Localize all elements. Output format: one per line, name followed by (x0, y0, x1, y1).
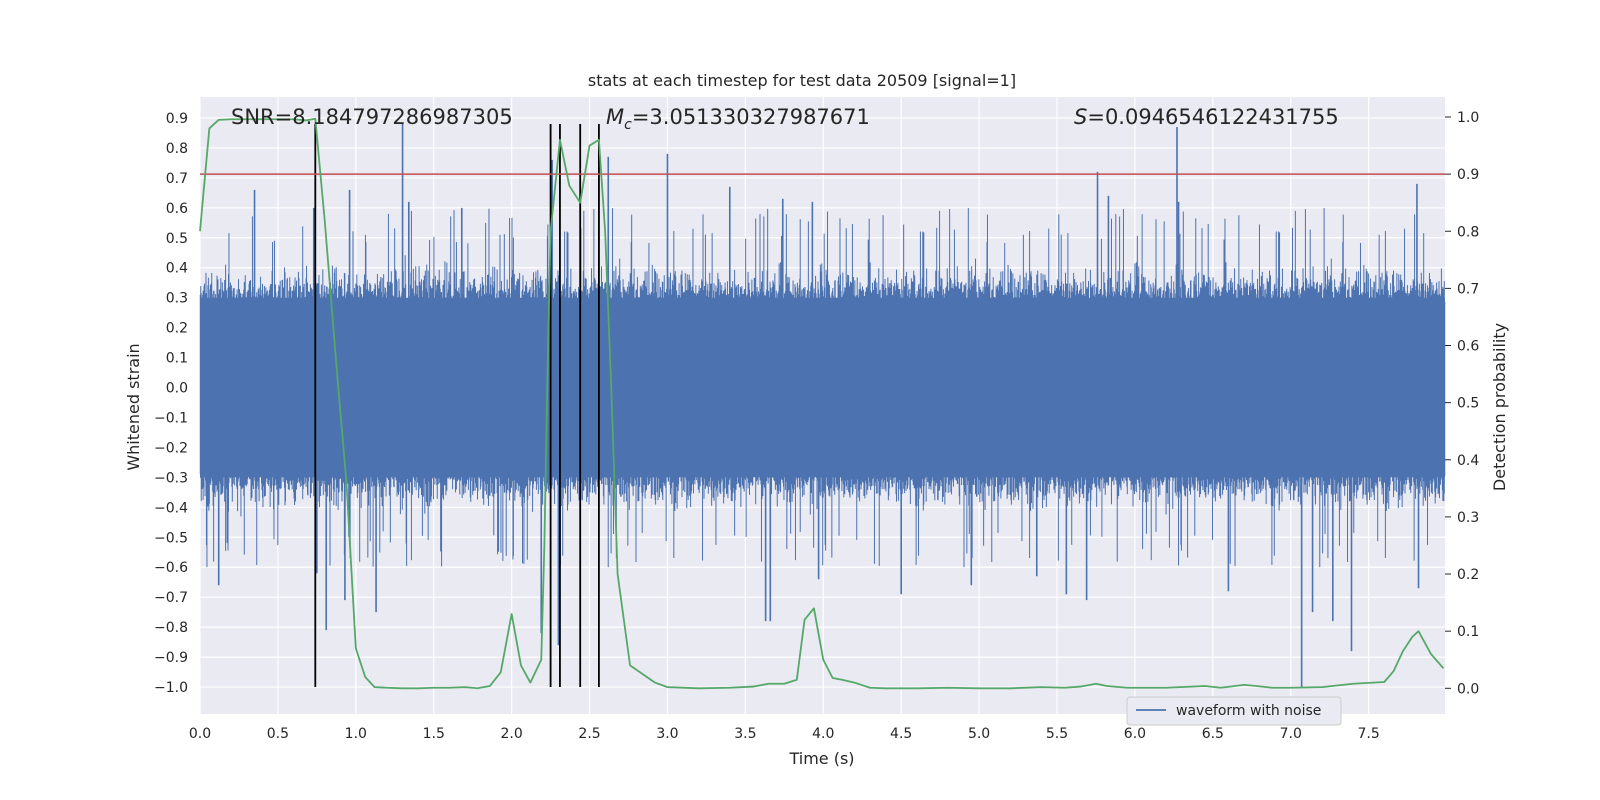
y-tick-label: 0.9 (166, 111, 188, 127)
right-tick-label: 0.9 (1457, 167, 1479, 183)
y-tick-label: −0.4 (154, 500, 188, 516)
chart-title: stats at each timestep for test data 205… (588, 71, 1016, 90)
vertical-markers (314, 123, 600, 688)
waveform-series (199, 123, 1446, 688)
right-axis-ticks: 1.0 0.9 0.8 0.7 0.6 0.5 0.4 0.3 0.2 0.1 0.0 (1445, 110, 1479, 697)
y-tick-label: 0.5 (166, 231, 188, 247)
y-tick-label: 0.4 (166, 261, 188, 277)
x-axis-label: Time (s) (788, 749, 854, 768)
y-tick-label: 0.8 (166, 141, 188, 157)
waveform-noise (199, 208, 1446, 568)
legend-label: waveform with noise (1176, 703, 1321, 719)
x-tick-label: 2.0 (501, 726, 523, 742)
x-tick-label: 2.5 (578, 726, 600, 742)
y-tick-label: 0.0 (166, 381, 188, 397)
chirp-mass-subscript: c (624, 117, 632, 133)
right-tick-label: 0.1 (1457, 624, 1479, 640)
x-tick-label: 1.5 (423, 726, 445, 742)
y-axis-label: Whitened strain (124, 343, 143, 470)
y-tick-label: −0.3 (154, 470, 188, 486)
right-tick-label: 0.2 (1457, 567, 1479, 583)
y-tick-label: 0.3 (166, 291, 188, 307)
y-tick-label: −0.7 (154, 590, 188, 606)
x-tick-label: 5.0 (968, 726, 990, 742)
y-tick-label: 0.1 (166, 351, 188, 367)
legend: waveform with noise (1126, 696, 1342, 726)
right-tick-label: 0.3 (1457, 510, 1479, 526)
right-tick-label: 0.6 (1457, 339, 1479, 355)
x-tick-label: 1.0 (345, 726, 367, 742)
plot-area (199, 97, 1446, 714)
y-tick-label: 0.2 (166, 321, 188, 337)
y-axis-ticks: 0.9 0.8 0.7 0.6 0.5 0.4 0.3 0.2 0.1 0.0 −0.1 −0.2 −0… (154, 111, 188, 696)
x-tick-label: 4.5 (890, 726, 912, 742)
legend-box (1126, 696, 1342, 726)
right-tick-label: 0.7 (1457, 281, 1479, 297)
x-tick-label: 5.5 (1046, 726, 1068, 742)
right-tick-label: 0.4 (1457, 453, 1479, 469)
s-symbol: S (1074, 105, 1087, 129)
x-tick-label: 4.0 (812, 726, 834, 742)
x-tick-label: 0.5 (267, 726, 289, 742)
x-tick-label: 6.5 (1202, 726, 1224, 742)
y-tick-label: −0.8 (154, 620, 188, 636)
right-axis-label: Detection probability (1490, 323, 1509, 491)
right-tick-label: 0.0 (1457, 681, 1479, 697)
x-tick-label: 7.5 (1358, 726, 1380, 742)
y-tick-label: −0.1 (154, 410, 188, 426)
y-tick-label: −0.5 (154, 530, 188, 546)
y-tick-label: 0.7 (166, 171, 188, 187)
s-annotation: S=0.0946546122431755 (1074, 105, 1339, 129)
y-tick-label: −0.9 (154, 650, 188, 666)
chirp-mass-value: =3.051330327987671 (632, 105, 870, 129)
x-tick-label: 7.0 (1280, 726, 1302, 742)
right-tick-label: 0.8 (1457, 224, 1479, 240)
x-tick-label: 3.0 (656, 726, 678, 742)
right-tick-label: 1.0 (1457, 110, 1479, 126)
x-tick-label: 0.0 (189, 726, 211, 742)
chirp-mass-annotation: Mc=3.051330327987671 (606, 105, 870, 133)
chirp-mass-symbol: M (606, 105, 624, 129)
snr-annotation: SNR=8.184797286987305 (231, 105, 513, 129)
y-tick-label: 0.6 (166, 201, 188, 217)
s-value: =0.0946546122431755 (1087, 105, 1338, 129)
x-tick-label: 3.5 (734, 726, 756, 742)
y-tick-label: −0.6 (154, 560, 188, 576)
y-tick-label: −1.0 (154, 680, 188, 696)
x-axis-ticks: 0.0 0.5 1.0 1.5 2.0 2.5 3.0 3.5 4.0 4.5 5.0 5.5 6.0 6… (189, 726, 1380, 742)
y-tick-label: −0.2 (154, 440, 188, 456)
right-tick-label: 0.5 (1457, 396, 1479, 412)
probability-line (199, 117, 1445, 690)
x-tick-label: 6.0 (1124, 726, 1146, 742)
